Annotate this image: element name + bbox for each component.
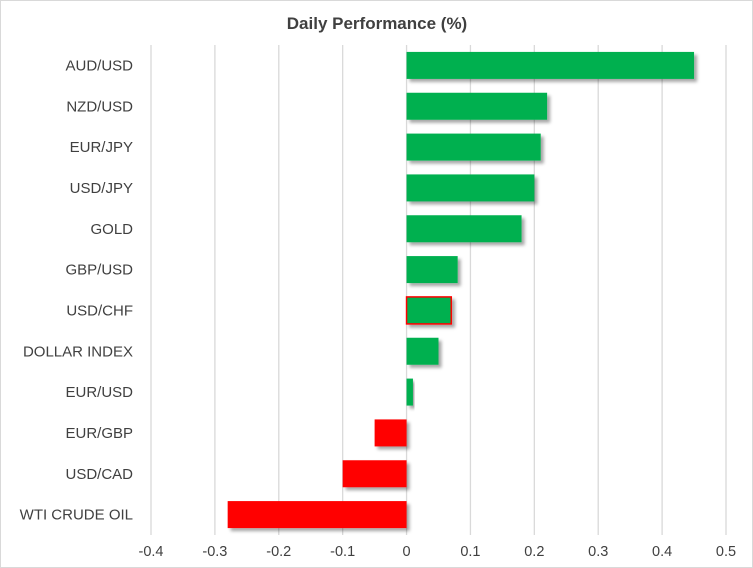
bar-usd-cad [342,460,407,488]
category-label: EUR/JPY [70,139,133,156]
x-tick-label: -0.3 [202,544,227,560]
category-label: USD/CAD [65,466,133,483]
bar-gbp-usd [406,256,458,284]
category-label: USD/CHF [66,302,133,319]
chart-title: Daily Performance (%) [287,14,467,33]
category-label: GBP/USD [65,262,133,279]
x-tick-label: 0.4 [652,544,672,560]
category-label: EUR/USD [65,384,133,401]
bar-eur-jpy [406,133,541,161]
x-tick-label: -0.1 [330,544,355,560]
bar-eur-gbp [374,419,407,447]
x-tick-label: -0.4 [139,544,164,560]
bar-aud-usd [406,51,695,79]
category-label: NZD/USD [66,98,133,115]
x-tick-label: 0.1 [460,544,480,560]
category-label: EUR/GBP [65,425,133,442]
x-tick-label: 0.2 [524,544,544,560]
x-tick-label: 0 [403,544,411,560]
bar-gold [406,215,522,243]
category-label: DOLLAR INDEX [23,343,133,360]
category-label: USD/JPY [70,180,133,197]
x-tick-label: -0.2 [266,544,291,560]
category-label: GOLD [90,221,133,238]
category-label: WTI CRUDE OIL [20,507,133,524]
bar-wti-crude-oil [227,501,407,529]
bar-usd-chf [405,296,453,325]
bar-eur-usd [406,378,413,406]
bar-nzd-usd [406,92,548,120]
category-label: AUD/USD [65,57,133,74]
x-tick-label: 0.3 [588,544,608,560]
bar-usd-jpy [406,174,535,202]
x-tick-label: 0.5 [716,544,736,560]
bar-dollar-index [406,337,439,365]
